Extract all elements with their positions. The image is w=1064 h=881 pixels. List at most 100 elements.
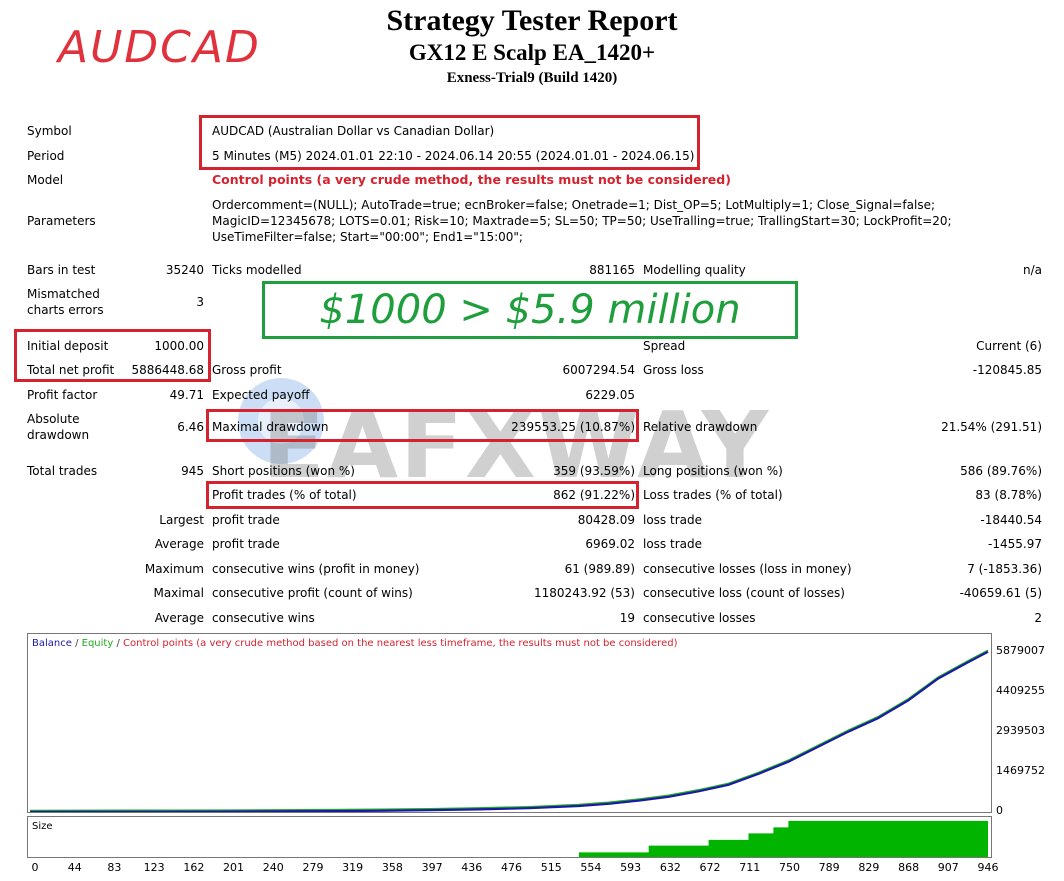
profit-factor-value: 49.71: [169, 388, 204, 402]
x-tick-label: 829: [858, 861, 880, 874]
max-consecutive-losses-label: consecutive losses (loss in money): [643, 562, 852, 576]
avg-consecutive-losses-value: 2: [1034, 611, 1042, 625]
model-label: Model: [27, 173, 64, 187]
long-positions-value: 586 (89.76%): [960, 464, 1042, 478]
mismatched-label-2: charts errors: [27, 303, 104, 317]
avg-consecutive-wins-value: 19: [619, 611, 635, 625]
parameters-line-3: UseTimeFilter=false; Start="00:00"; End1…: [212, 230, 523, 244]
profit-factor-label: Profit factor: [27, 388, 98, 402]
balance-line: [29, 650, 989, 812]
maximal-consecutive-profit-label: consecutive profit (count of wins): [212, 586, 413, 600]
avg-consecutive-losses-label: consecutive losses: [643, 611, 756, 625]
size-area: [30, 820, 988, 857]
maximal-label: Maximal: [153, 586, 204, 600]
relative-drawdown-label: Relative drawdown: [643, 420, 758, 434]
y-tick-label: 1469752: [996, 764, 1045, 777]
maximal-consecutive-loss-value: -40659.61 (5): [959, 586, 1042, 600]
y-tick-label: 5879007: [996, 644, 1045, 657]
loss-trades-value: 83 (8.78%): [975, 488, 1042, 502]
avg-consecutive-wins-label: consecutive wins: [212, 611, 315, 625]
expected-payoff-label: Expected payoff: [212, 388, 310, 402]
maximum-label: Maximum: [144, 562, 204, 576]
short-positions-value: 359 (93.59%): [553, 464, 635, 478]
x-tick-label: 632: [659, 861, 681, 874]
x-tick-label: 83: [107, 861, 122, 874]
x-tick-label: 672: [699, 861, 721, 874]
server-name: Exness-Trial9 (Build 1420): [446, 70, 618, 86]
maximal-drawdown-label: Maximal drawdown: [212, 420, 329, 434]
gross-loss-label: Gross loss: [643, 363, 704, 377]
gross-loss-value: -120845.85: [972, 363, 1042, 377]
size-chart: Size: [27, 816, 992, 858]
average-profit-label: profit trade: [212, 537, 280, 551]
x-tick-label: 907: [937, 861, 959, 874]
parameters-label: Parameters: [27, 214, 96, 228]
bars-in-test-value: 35240: [165, 263, 204, 277]
x-tick-label: 123: [143, 861, 165, 874]
relative-drawdown-value: 21.54% (291.51): [941, 420, 1042, 434]
parameters-line-2: MagicID=12345678; LOTS=0.01; Risk=10; Ma…: [212, 214, 952, 228]
x-tick-label: 436: [461, 861, 483, 874]
max-consecutive-wins-label: consecutive wins (profit in money): [212, 562, 420, 576]
long-positions-label: Long positions (won %): [643, 464, 783, 478]
maximal-consecutive-profit-value: 1180243.92 (53): [534, 586, 635, 600]
x-tick-label: 0: [31, 861, 39, 874]
largest-label: Largest: [159, 513, 204, 527]
profit-trades-highlight: [206, 481, 639, 509]
x-tick-label: 397: [421, 861, 443, 874]
x-tick-label: 789: [818, 861, 840, 874]
symbol-period-highlight: [199, 115, 700, 170]
y-tick-label: 2939503: [996, 724, 1045, 737]
gross-profit-label: Gross profit: [212, 363, 282, 377]
largest-profit-label: profit trade: [212, 513, 280, 527]
pair-overlay-text: AUDCAD: [58, 22, 261, 73]
x-tick-label: 593: [620, 861, 642, 874]
legend-equity: Equity: [81, 638, 114, 649]
legend-balance: Balance: [32, 638, 72, 649]
x-tick-label: 279: [302, 861, 324, 874]
largest-loss-value: -18440.54: [980, 513, 1042, 527]
balance-plot: [29, 649, 989, 812]
x-tick-label: 319: [342, 861, 364, 874]
max-consecutive-wins-value: 61 (989.89): [564, 562, 635, 576]
modelling-quality-label: Modelling quality: [643, 263, 746, 277]
legend-note: Control points (a very crude method base…: [123, 638, 678, 649]
x-tick-label: 711: [739, 861, 761, 874]
average-label: Average: [154, 537, 204, 551]
maximal-drawdown-highlight: [206, 409, 639, 442]
initial-deposit-value: 1000.00: [154, 339, 204, 353]
average-loss-label: loss trade: [643, 537, 702, 551]
mismatched-label-1: Mismatched: [27, 287, 100, 301]
modelling-quality-value: n/a: [1022, 263, 1042, 277]
gross-profit-value: 6007294.54: [562, 363, 635, 377]
x-tick-label: 868: [898, 861, 920, 874]
x-tick-label: 358: [381, 861, 403, 874]
x-tick-label: 240: [262, 861, 284, 874]
max-consecutive-losses-value: 7 (-1853.36): [967, 562, 1042, 576]
largest-profit-value: 80428.09: [577, 513, 635, 527]
mismatched-value: 3: [196, 295, 204, 309]
x-tick-label: 554: [580, 861, 602, 874]
maximal-drawdown-value: 239553.25 (10.87%): [511, 420, 635, 434]
deposit-profit-highlight: [14, 329, 211, 382]
y-tick-label: 4409255: [996, 684, 1045, 697]
chart-legend: Balance / Equity / Control points (a ver…: [32, 638, 678, 649]
average-loss-value: -1455.97: [988, 537, 1042, 551]
total-net-profit-label: Total net profit: [27, 363, 115, 377]
x-tick-label: 44: [67, 861, 82, 874]
profit-banner: [262, 281, 798, 339]
absolute-drawdown-label-2: drawdown: [27, 428, 90, 442]
watermark-logo-inner: [258, 398, 304, 444]
average2-label: Average: [154, 611, 204, 625]
average-profit-value: 6969.02: [585, 537, 635, 551]
absolute-drawdown-label-1: Absolute: [27, 412, 80, 426]
x-tick-label: 515: [540, 861, 562, 874]
x-tick-label: 201: [223, 861, 245, 874]
period-value: 5 Minutes (M5) 2024.01.01 22:10 - 2024.0…: [212, 149, 695, 163]
profit-trades-label: Profit trades (% of total): [212, 488, 357, 502]
maximal-consecutive-loss-label: consecutive loss (count of losses): [643, 586, 845, 600]
symbol-value: AUDCAD (Australian Dollar vs Canadian Do…: [212, 124, 495, 138]
report-title: Strategy Tester Report: [386, 4, 678, 37]
total-trades-value: 945: [181, 464, 204, 478]
loss-trades-label: Loss trades (% of total): [643, 488, 783, 502]
